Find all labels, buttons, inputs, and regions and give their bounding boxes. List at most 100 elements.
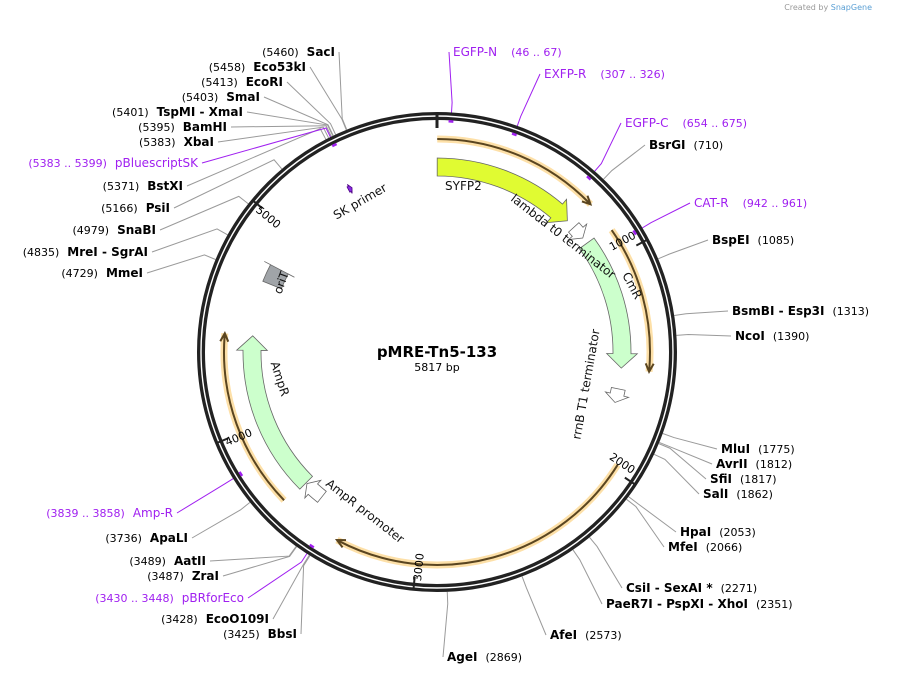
label-part: BstXI xyxy=(147,179,183,193)
orf-arc xyxy=(338,464,619,566)
feature-ampr[interactable] xyxy=(235,335,314,490)
label-part: BspEI xyxy=(712,233,750,247)
primer-label[interactable]: CAT-R (942 .. 961) xyxy=(694,196,807,210)
primer-name: EGFP-C xyxy=(625,116,668,130)
leader-line xyxy=(151,228,228,253)
site-label[interactable]: (5458) Eco53kI xyxy=(209,60,306,74)
label-part: CsiI - SexAI * xyxy=(626,581,713,595)
primer-label[interactable]: (5383 .. 5399) pBluescriptSK xyxy=(28,156,199,170)
site-label[interactable]: (3487) ZraI xyxy=(147,569,219,583)
label-part: AfeI xyxy=(550,628,577,642)
feature-orit[interactable] xyxy=(262,261,295,290)
site-label[interactable]: BspEI (1085) xyxy=(712,233,794,247)
primer-name: EXFP-R xyxy=(544,67,586,81)
label-part: ApaLI xyxy=(150,531,188,545)
plasmid-length: 5817 bp xyxy=(414,361,459,374)
feature-cmr[interactable] xyxy=(578,237,639,369)
leader-line xyxy=(653,453,700,495)
site-label[interactable]: MfeI (2066) xyxy=(668,540,742,554)
label-part: (1817) xyxy=(740,473,777,486)
site-label[interactable]: (5395) BamHI xyxy=(138,120,227,134)
site-label[interactable]: MluI (1775) xyxy=(721,442,795,456)
leader-line xyxy=(589,536,623,589)
primer-range: (654 .. 675) xyxy=(682,117,747,130)
site-label[interactable]: (5166) PsiI xyxy=(101,201,170,215)
label-part: PaeR7I - PspXI - XhoI xyxy=(606,597,748,611)
label-part: SnaBI xyxy=(117,223,156,237)
label-part: (1775) xyxy=(758,443,795,456)
site-label[interactable]: (3425) BbsI xyxy=(223,627,297,641)
site-label[interactable]: (3489) AatII xyxy=(129,554,206,568)
plasmid-name: pMRE-Tn5-133 xyxy=(377,343,497,361)
primer-label[interactable]: EGFP-N (46 .. 67) xyxy=(453,45,562,59)
snapgene-credit: Created by SnapGene xyxy=(784,3,872,12)
feature-ampr-promoter[interactable] xyxy=(304,479,327,503)
site-label[interactable]: (3736) ApaLI xyxy=(105,531,188,545)
leader-line xyxy=(146,254,216,274)
label-part: AgeI xyxy=(447,650,477,664)
primer-name: pBRforEco xyxy=(182,591,244,605)
site-label[interactable]: BsrGI (710) xyxy=(649,138,723,152)
primer-range: (307 .. 326) xyxy=(600,68,665,81)
site-label[interactable]: AgeI (2869) xyxy=(447,650,522,664)
site-label[interactable]: BsmBI - Esp3I (1313) xyxy=(732,304,869,318)
site-label[interactable]: (4979) SnaBI xyxy=(73,223,156,237)
primer-mark xyxy=(309,543,315,549)
site-label[interactable]: NcoI (1390) xyxy=(735,329,809,343)
label-part: (3736) xyxy=(105,532,142,545)
feature-syfp2[interactable] xyxy=(436,157,568,224)
feature-lambda-t0-terminator[interactable] xyxy=(567,222,588,241)
site-label[interactable]: (4835) MreI - SgrAI xyxy=(23,245,148,259)
site-label[interactable]: HpaI (2053) xyxy=(680,525,756,539)
label-part: (5371) xyxy=(103,180,140,193)
leader-line xyxy=(636,202,691,232)
label-part: (5413) xyxy=(201,76,238,89)
feature-sk-primer[interactable] xyxy=(346,184,353,194)
site-label[interactable]: PaeR7I - PspXI - XhoI (2351) xyxy=(606,597,793,611)
site-label[interactable]: (5413) EcoRI xyxy=(201,75,283,89)
orf-arc xyxy=(610,229,651,370)
site-label[interactable]: SalI (1862) xyxy=(703,487,773,501)
site-label[interactable]: (5403) SmaI xyxy=(182,90,260,104)
leader-line xyxy=(300,555,311,635)
orf-arrowhead xyxy=(219,331,230,343)
label-part: BsmBI - Esp3I xyxy=(732,304,824,318)
label-part: MluI xyxy=(721,442,750,456)
tick-mark xyxy=(624,476,636,486)
leader-line xyxy=(209,546,297,562)
site-label[interactable]: (5460) SacI xyxy=(262,45,335,59)
tick-mark xyxy=(252,200,264,210)
primer-range: (3839 .. 3858) xyxy=(46,507,125,520)
tick-mark xyxy=(635,238,648,247)
site-label[interactable]: AfeI (2573) xyxy=(550,628,622,642)
primer-range: (5383 .. 5399) xyxy=(28,157,107,170)
primer-range: (46 .. 67) xyxy=(511,46,562,59)
label-part: (3428) xyxy=(161,613,198,626)
site-label[interactable]: AvrII (1812) xyxy=(716,457,792,471)
primer-label[interactable]: EGFP-C (654 .. 675) xyxy=(625,116,747,130)
site-label[interactable]: (3428) EcoO109I xyxy=(161,612,269,626)
feature-rrnb-t1-terminator[interactable] xyxy=(604,387,630,403)
label-part: TspMI - XmaI xyxy=(157,105,243,119)
primer-mark xyxy=(331,142,338,148)
site-label[interactable]: (5371) BstXI xyxy=(103,179,183,193)
primer-mark xyxy=(511,132,518,137)
label-part: (2053) xyxy=(719,526,756,539)
site-label[interactable]: (4729) MmeI xyxy=(61,266,143,280)
label-part: (1085) xyxy=(758,234,795,247)
site-label[interactable]: (5401) TspMI - XmaI xyxy=(112,105,243,119)
primer-label[interactable]: EXFP-R (307 .. 326) xyxy=(544,67,665,81)
site-label[interactable]: CsiI - SexAI * (2271) xyxy=(626,581,757,595)
site-label[interactable]: (5383) XbaI xyxy=(139,135,214,149)
leader-line xyxy=(659,441,713,465)
primer-label[interactable]: (3839 .. 3858) Amp-R xyxy=(46,506,173,520)
leader-line xyxy=(442,591,449,658)
primer-label[interactable]: (3430 .. 3448) pBRforEco xyxy=(95,591,244,605)
leader-line xyxy=(217,126,330,143)
leader-line xyxy=(186,128,327,187)
leader-line xyxy=(230,125,332,137)
label-part: AvrII xyxy=(716,457,748,471)
site-label[interactable]: SfiI (1817) xyxy=(710,472,777,486)
label-part: BsrGI xyxy=(649,138,686,152)
